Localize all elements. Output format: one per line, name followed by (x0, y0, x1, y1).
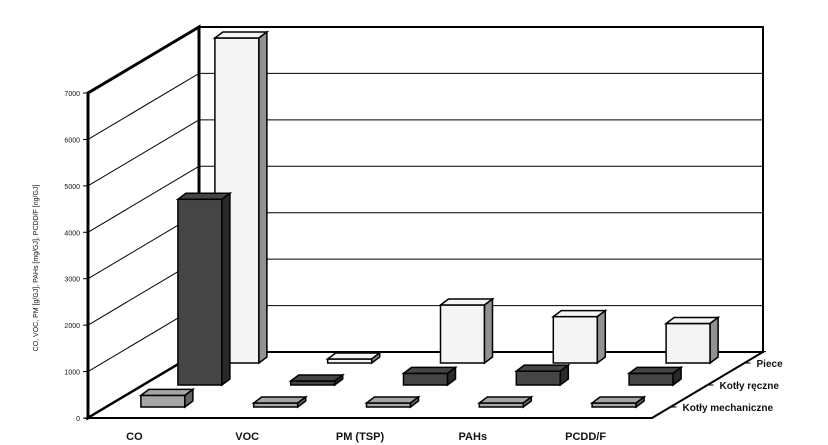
y-tick-label: 3000 (64, 277, 80, 284)
y-tick-label: 4000 (64, 230, 80, 237)
x-category-label: PCDD/F (565, 431, 606, 443)
bar-kot-y-r-czne-3 (514, 363, 571, 387)
x-category-label: VOC (235, 431, 259, 443)
bar-kot-y-r-czne-0 (175, 191, 233, 387)
y-tick-label: 6000 (64, 137, 80, 144)
bars (138, 30, 721, 409)
y-tick-label: 7000 (64, 91, 80, 98)
y-tick-label: 5000 (64, 184, 80, 191)
bar-piece-4 (663, 316, 721, 365)
x-category-label: PM (TSP) (336, 431, 385, 443)
x-category-label: PAHs (459, 431, 488, 443)
bar-kot-y-r-czne-4 (626, 365, 684, 387)
x-category-label: CO (126, 431, 143, 443)
series-label: Kotły ręczne (720, 381, 780, 392)
bar-kot-y-mechaniczne-3 (477, 395, 534, 409)
bar-kot-y-r-czne-1 (288, 373, 345, 387)
bar-piece-3 (551, 309, 608, 365)
bar-piece-1 (325, 351, 382, 365)
series-labels: Piece Kotły ręczne Kotły mechaniczne (651, 351, 784, 419)
y-tick-label: 2000 (64, 323, 80, 330)
series-label: Piece (757, 359, 784, 370)
y-tick-label: 0 (76, 416, 80, 423)
bar-kot-y-mechaniczne-4 (589, 395, 647, 409)
series-label: Kotły mechaniczne (683, 403, 774, 414)
bar-kot-y-mechaniczne-2 (364, 395, 421, 409)
bar-kot-y-r-czne-2 (401, 365, 458, 387)
bar-piece-2 (438, 297, 495, 365)
bar-kot-y-mechaniczne-1 (251, 395, 308, 409)
y-axis-ticks: 0 1000 2000 3000 4000 5000 6000 7000 (64, 91, 88, 423)
y-axis-title: CO, VOC, PM [g/GJ], PAHs [mg/GJ], PCDD/F… (33, 185, 40, 352)
y-tick-label: 1000 (64, 370, 80, 377)
bar-kot-y-mechaniczne-0 (138, 387, 196, 409)
x-axis-labels: CO VOC PM (TSP) PAHs PCDD/F (126, 431, 606, 443)
